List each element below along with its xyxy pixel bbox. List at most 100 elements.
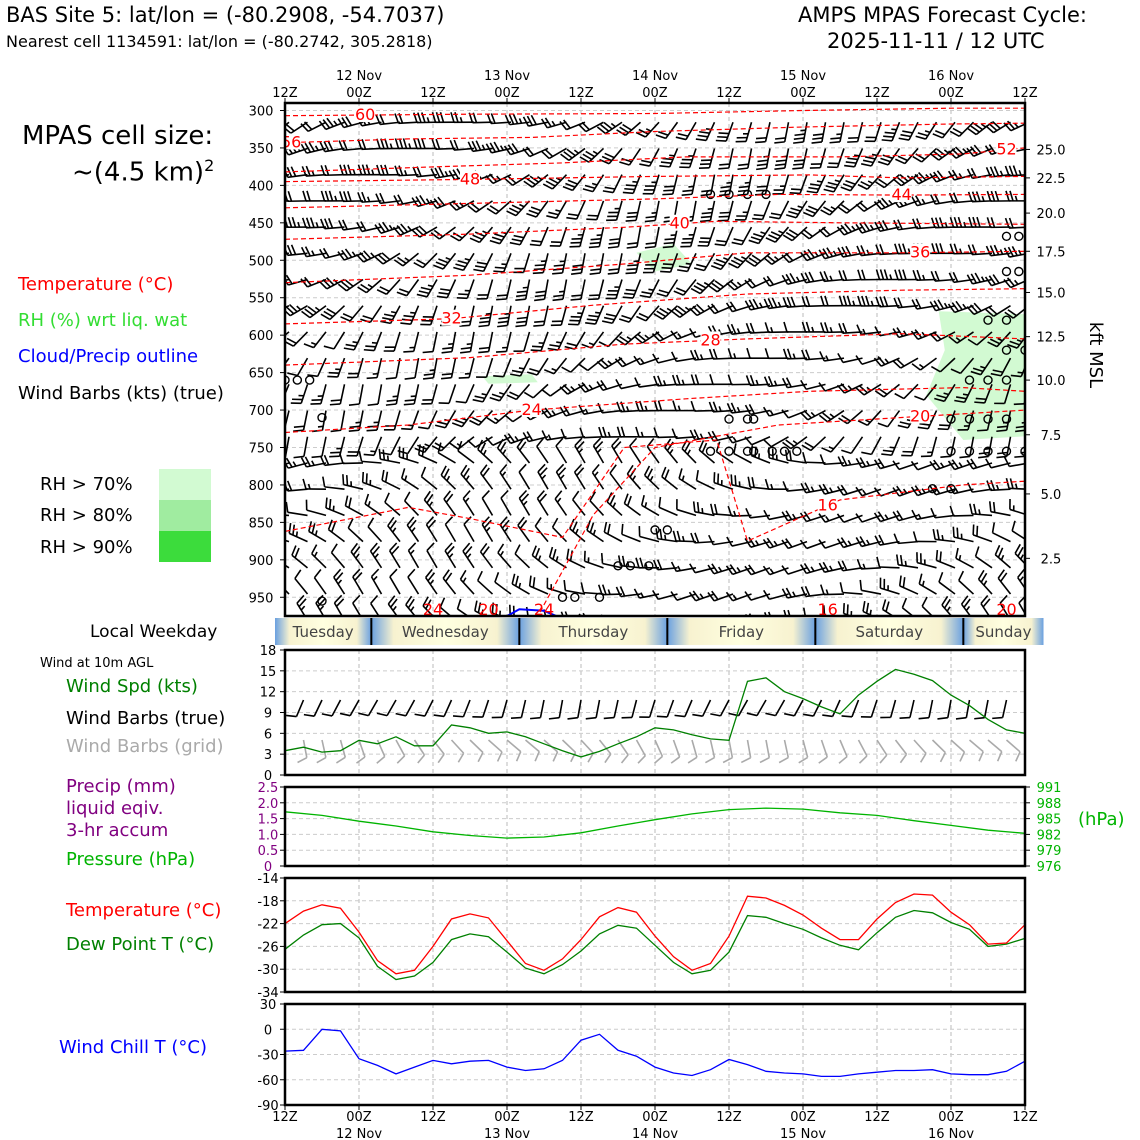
barb-flag xyxy=(895,358,905,367)
barb-flag xyxy=(324,218,330,229)
wind-barb xyxy=(708,401,734,413)
barb-flag xyxy=(972,524,975,535)
barb-shaft xyxy=(352,602,362,616)
barb-shaft xyxy=(733,452,752,464)
wind-barb xyxy=(330,410,346,433)
barb-flag xyxy=(873,459,881,469)
barb-half xyxy=(292,461,297,467)
barb-half xyxy=(411,527,416,533)
barb-flag xyxy=(789,191,801,195)
barb-flag xyxy=(325,497,328,508)
wind-barb-true xyxy=(955,699,971,720)
barb-flag xyxy=(345,343,357,348)
barb-flag xyxy=(421,138,426,149)
barb-flag xyxy=(591,463,600,474)
barb-shaft xyxy=(595,200,605,220)
barb-flag xyxy=(460,464,468,475)
wind-barb xyxy=(746,347,771,359)
wind-barb xyxy=(405,595,417,616)
barb-half xyxy=(677,333,682,339)
barb-flag xyxy=(764,478,770,490)
barb-flag xyxy=(615,586,622,597)
barb-flag xyxy=(914,195,922,206)
cloud-circle xyxy=(1001,345,1012,355)
barb-flag xyxy=(607,245,619,249)
wind-barb xyxy=(948,331,974,344)
barb-flag xyxy=(625,219,637,222)
barb-flag xyxy=(970,273,978,284)
barb-half xyxy=(1014,279,1019,285)
wind-barb xyxy=(291,545,309,569)
barb-flag xyxy=(530,716,541,720)
barb-shaft xyxy=(288,532,308,543)
barb-flag xyxy=(978,751,984,762)
barb-shaft xyxy=(287,511,308,517)
barb-shaft xyxy=(444,523,457,543)
pressure-axis-tick-label: 982 xyxy=(1037,828,1062,843)
barb-flag xyxy=(936,394,947,399)
barb-flag xyxy=(552,298,564,302)
barb-flag xyxy=(389,542,398,552)
barb-flag xyxy=(856,245,862,256)
barb-flag xyxy=(918,573,923,585)
wind-barb xyxy=(285,121,308,134)
wind-barb xyxy=(506,200,531,217)
barb-flag xyxy=(693,429,700,440)
barb-flag xyxy=(701,442,708,453)
barb-flag xyxy=(955,716,967,720)
barb-flag xyxy=(836,513,845,523)
barb-flag xyxy=(762,538,771,549)
wind-barb xyxy=(929,299,956,312)
barb-flag xyxy=(692,590,701,600)
barb-flag xyxy=(456,598,462,610)
barb-half xyxy=(889,274,893,280)
barb-flag xyxy=(861,451,872,456)
barb-flag xyxy=(363,348,375,352)
barb-half xyxy=(295,531,299,537)
barb-flag xyxy=(822,248,830,258)
barb-shaft xyxy=(705,121,716,141)
barb-flag xyxy=(454,419,465,425)
barb-flag xyxy=(782,348,788,360)
wind-barb xyxy=(437,442,456,464)
barb-shaft xyxy=(728,148,734,169)
barb-flag xyxy=(415,196,423,206)
barb-flag xyxy=(726,536,733,547)
wind-barb xyxy=(802,451,826,464)
wind-barb xyxy=(497,305,512,328)
barb-flag xyxy=(885,601,890,612)
wind-barb xyxy=(725,433,752,444)
barb-shaft xyxy=(880,488,900,497)
barb-flag xyxy=(992,369,1004,374)
barb-shaft xyxy=(611,305,623,324)
barb-shaft xyxy=(747,148,753,169)
barb-flag xyxy=(781,565,789,575)
barb-flag xyxy=(376,712,388,717)
wind-barb xyxy=(764,478,789,490)
wind-barb xyxy=(718,148,734,170)
cloud-circle xyxy=(742,414,753,424)
barb-flag xyxy=(431,139,437,150)
barb-flag xyxy=(563,151,573,159)
wind-barb xyxy=(920,436,938,458)
cloud-circle xyxy=(644,561,654,571)
barb-flag xyxy=(656,310,667,318)
barb-flag xyxy=(311,523,316,534)
barb-half xyxy=(677,405,681,411)
barb-flag xyxy=(752,298,759,309)
wind-barb xyxy=(629,437,642,464)
barb-flag xyxy=(752,217,763,221)
barb-flag xyxy=(414,227,424,236)
barb-half xyxy=(559,290,565,293)
barb-shaft xyxy=(707,226,716,247)
barb-half xyxy=(648,288,654,291)
wind-barb xyxy=(1011,520,1025,541)
kft-tick-label: 22.5 xyxy=(1037,172,1066,187)
temperature-contour-label: 36 xyxy=(910,243,930,262)
wind-barb xyxy=(455,384,475,404)
wind-barb xyxy=(600,553,623,569)
barb-shaft xyxy=(426,279,438,298)
wind-barb xyxy=(967,191,993,203)
barb-flag xyxy=(688,327,696,338)
barb-shaft xyxy=(524,279,531,300)
